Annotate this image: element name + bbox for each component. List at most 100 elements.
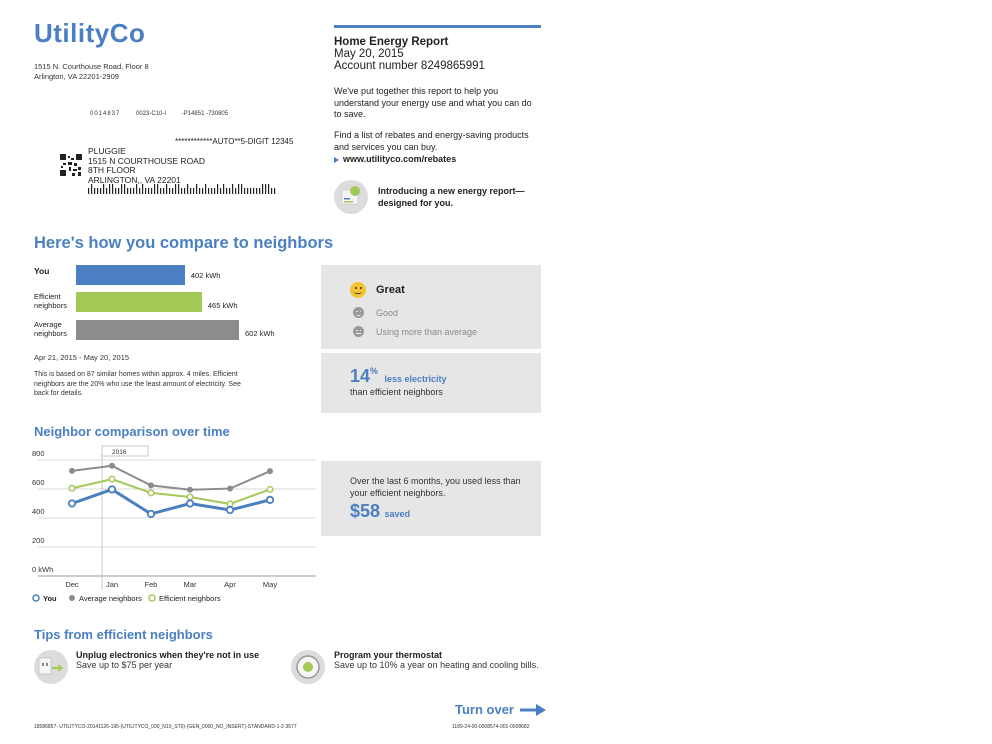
saved-amount: $58 xyxy=(350,501,381,521)
recipient-name: PLUGGIE xyxy=(88,146,126,156)
compare-bar-label: Average neighbors xyxy=(34,320,67,338)
data-point-average xyxy=(69,467,75,474)
data-point-you xyxy=(67,499,77,508)
tip-unplug-detail: Save up to $75 per year xyxy=(76,660,173,670)
year-marker-label: 2016 xyxy=(112,449,127,456)
mail-code-1: 0014837 xyxy=(90,111,121,117)
than-efficient: than efficient neighbors xyxy=(350,387,443,397)
rating-good-label: Good xyxy=(376,307,399,318)
data-point-you xyxy=(225,505,235,515)
less-electricity: less electricity xyxy=(384,374,447,384)
chart-title: Neighbor comparison over time xyxy=(34,424,230,439)
turn-over[interactable]: Turn over xyxy=(455,702,546,717)
data-point-efficient xyxy=(226,500,234,508)
data-point-average xyxy=(109,462,115,469)
recipient-street: 1515 N COURTHOUSE ROAD xyxy=(88,155,205,166)
data-point-efficient xyxy=(186,493,194,501)
legend-average-marker xyxy=(69,595,75,601)
footer-code-right: 1189-24-00-0008574-001-0008682 xyxy=(452,724,530,730)
tip-unplug-title: Unplug electronics when they're not in u… xyxy=(76,650,260,660)
series-line-you xyxy=(71,487,271,516)
arrow-right-icon xyxy=(334,156,339,163)
rebates-link-text[interactable]: www.utilityco.com/rebates xyxy=(343,154,457,164)
compare-heading: Here's how you compare to neighbors xyxy=(34,234,334,252)
data-point-average xyxy=(267,468,273,475)
compare-bar xyxy=(76,292,202,312)
series-line-efficient xyxy=(71,478,271,505)
x-tick-label: Mar xyxy=(184,580,197,589)
arrow-right-icon xyxy=(520,703,546,716)
mail-code-3: -P14851 -730805 xyxy=(181,111,229,117)
saved-text: Over the last 6 months, you used less th… xyxy=(350,476,521,498)
data-point-you xyxy=(107,485,117,494)
saved-amount-line: $58 saved xyxy=(350,501,410,522)
smiley-neutral-icon xyxy=(353,326,364,337)
legend-you-label: You xyxy=(43,594,57,603)
rebates-link[interactable]: www.utilityco.com/rebates xyxy=(334,154,456,166)
compare-bar-value: 465 kWh xyxy=(207,301,238,310)
tip-thermostat: Program your thermostat Save up to 10% a… xyxy=(334,650,540,672)
report-intro: We've put together this report to help y… xyxy=(334,86,532,119)
legend-efficient-label: Efficient neighbors xyxy=(159,594,221,603)
x-tick-label: Feb xyxy=(145,580,158,589)
y-tick-label: 800 xyxy=(32,449,45,458)
percent-panel: 14% less electricity than efficient neig… xyxy=(321,353,541,413)
compare-bar-label: Efficient neighbors xyxy=(34,292,67,310)
company-address: 1515 N. Courthouse Road, Floor 8 Arlingt… xyxy=(34,62,149,82)
new-report-line2: designed for you. xyxy=(378,198,454,208)
legend-efficient-marker xyxy=(148,594,156,602)
report-title: Home Energy Report xyxy=(334,36,449,48)
y-tick-label: 400 xyxy=(32,507,45,516)
rating-panel: Great Good Using more than average xyxy=(321,265,541,349)
tip-unplug: Unplug electronics when they're not in u… xyxy=(76,650,286,672)
percent-sign: % xyxy=(370,366,379,376)
company-address-line1: 1515 N. Courthouse Road, Floor 8 xyxy=(34,62,149,71)
rating-great: Great xyxy=(350,282,405,298)
compare-note: This is based on 87 similar homes within… xyxy=(34,371,241,397)
report-date: May 20, 2015 xyxy=(334,48,404,60)
y-tick-label: 600 xyxy=(32,478,45,487)
turn-over-label[interactable]: Turn over xyxy=(455,702,514,717)
rating-great-label: Great xyxy=(376,284,405,296)
rebates-text: Find a list of rebates and energy-saving… xyxy=(334,130,529,152)
tip-thermostat-detail: Save up to 10% a year on heating and coo… xyxy=(334,660,539,670)
tips-heading: Tips from efficient neighbors xyxy=(34,627,213,642)
data-point-average xyxy=(148,482,154,489)
compare-bar-chart: You 402 kWh Efficient neighbors 465 kWh Avera… xyxy=(34,262,304,346)
y-tick-label: 200 xyxy=(32,536,45,545)
smiley-good-icon xyxy=(353,307,364,318)
compare-bar-label: You xyxy=(34,266,50,276)
data-point-you xyxy=(185,499,195,508)
data-point-efficient xyxy=(147,489,155,497)
data-point-efficient xyxy=(68,484,76,492)
rating-more: Using more than average xyxy=(353,326,477,337)
data-point-efficient xyxy=(108,475,116,483)
recipient-address: PLUGGIE 1515 N COURTHOUSE ROAD 8TH FLOOR… xyxy=(88,146,205,185)
neighbor-line-chart: 800 600 400 200 0 kWh 2016 Dec Jan Feb Mar Apr May Y… xyxy=(32,445,316,603)
sort-line: ************AUTO**5-DIGIT 12345 xyxy=(175,137,294,146)
smiley-great-icon xyxy=(350,282,366,298)
saved-label: saved xyxy=(384,509,411,519)
tip-thermostat-title: Program your thermostat xyxy=(334,650,443,660)
rating-good: Good xyxy=(353,307,398,318)
x-tick-label: May xyxy=(263,580,277,589)
data-point-you xyxy=(265,495,275,504)
account-number: Account number 8249865991 xyxy=(334,60,485,72)
x-tick-label: Jan xyxy=(106,580,118,589)
x-tick-label: Apr xyxy=(224,580,236,589)
percent-value: 14 xyxy=(350,366,371,386)
mail-code-2: 0023-C10-I xyxy=(136,111,167,117)
compare-bar-value: 602 kWh xyxy=(245,329,275,338)
data-point-efficient xyxy=(266,485,274,493)
new-report-line1: Introducing a new energy report— xyxy=(378,186,525,196)
data-point-average xyxy=(187,486,193,493)
thermostat-icon xyxy=(291,650,325,684)
compare-bar xyxy=(76,320,239,340)
new-report-icon xyxy=(334,180,368,214)
compare-period: Apr 21, 2015 - May 20, 2015 xyxy=(34,353,130,362)
recipient-floor: 8TH FLOOR xyxy=(88,165,136,175)
company-logo: UtilityCo xyxy=(34,18,146,48)
legend-average-label: Average neighbors xyxy=(79,594,142,603)
data-point-you xyxy=(146,509,156,519)
new-report-text: Introducing a new energy report— designe… xyxy=(378,185,525,209)
